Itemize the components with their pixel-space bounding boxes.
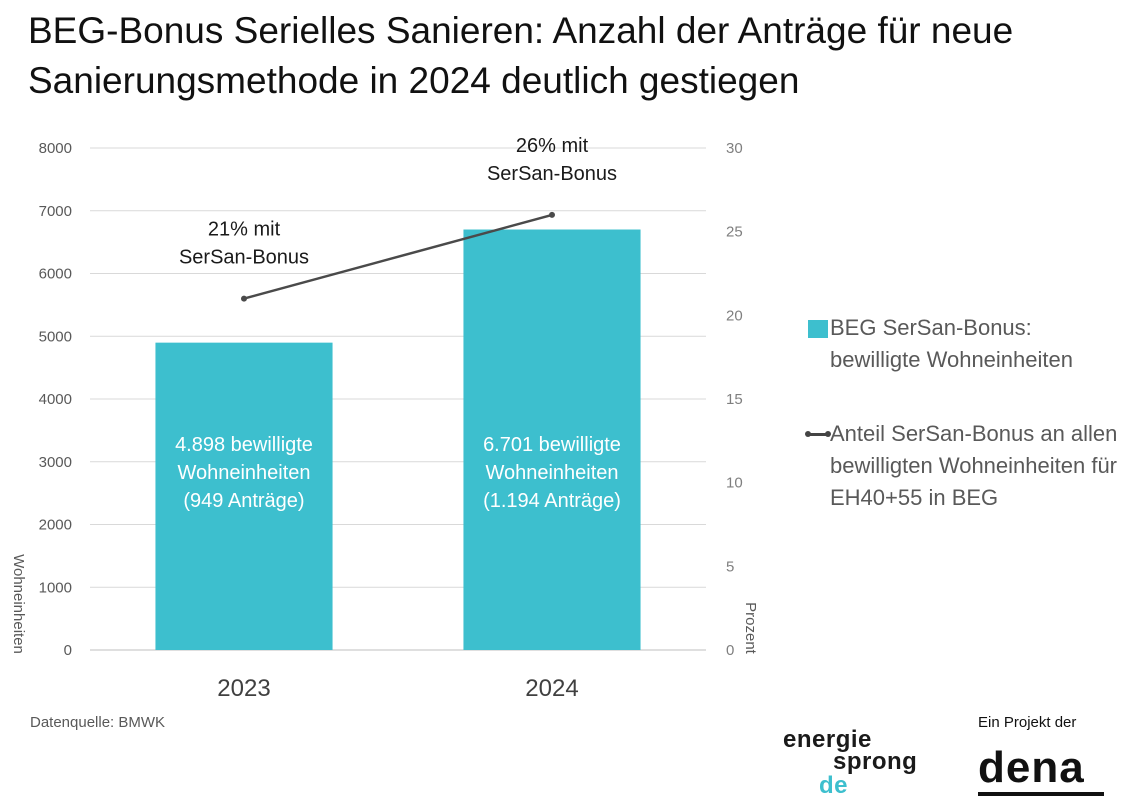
chart-title: BEG-Bonus Serielles Sanieren: Anzahl der…	[28, 10, 1014, 101]
bar-data-labels: 4.898 bewilligte Wohneinheiten (949 Anträg…	[175, 434, 621, 512]
bar-data-label: Wohneinheiten	[177, 462, 310, 484]
y-tick-label: 5000	[39, 328, 72, 345]
y-tick-label: 3000	[39, 454, 72, 471]
y-tick-label: 0	[64, 642, 72, 659]
legend-item-bars: BEG SerSan-Bonus: bewilligte Wohneinheit…	[806, 312, 1126, 376]
share-point-2024	[549, 211, 555, 218]
y2-axis-title: Prozent	[742, 602, 759, 655]
legend-swatch-line	[805, 431, 831, 437]
legend-swatch-bar	[808, 320, 828, 338]
bar-2024	[463, 229, 641, 650]
logo-word-energie: energie	[783, 726, 872, 753]
x-tick-label: 2023	[217, 675, 270, 702]
bar-data-label: 6.701 bewilligte	[483, 434, 621, 456]
line-data-label: 21% mit	[208, 219, 281, 241]
y-tick-label: 8000	[39, 140, 72, 157]
y2-tick-label: 20	[726, 307, 743, 324]
dena-wordmark: dena	[978, 743, 1085, 792]
dena-logo[interactable]: Ein Projekt der dena	[978, 710, 1108, 798]
y-axis-title: Wohneinheiten	[10, 554, 27, 654]
bar-2023	[155, 342, 333, 650]
legend-label-bars: BEG SerSan-Bonus: bewilligte Wohneinheit…	[830, 315, 1073, 372]
line-data-label: SerSan-Bonus	[487, 163, 617, 185]
y2-tick-label: 15	[726, 391, 743, 408]
y-tick-label: 1000	[39, 579, 72, 596]
share-point-2023	[241, 295, 247, 302]
logo-word-sprong: sprong	[833, 748, 918, 775]
y2-tick-label: 0	[726, 642, 734, 659]
y-tick-label: 7000	[39, 203, 72, 220]
y-tick-label: 2000	[39, 517, 72, 534]
x-tick-label: 2024	[525, 675, 578, 702]
left-axis: 0 1000 2000 3000 4000 5000 6000 7000 8000 Wohnein…	[10, 140, 72, 659]
y2-tick-label: 25	[726, 224, 743, 241]
logo-word-de: de	[819, 772, 849, 799]
line-data-labels: 21% mit SerSan-Bonus 26% mit SerSan-Bonus	[179, 135, 617, 269]
y2-tick-label: 5	[726, 558, 734, 575]
dena-underline	[978, 792, 1104, 796]
y-tick-label: 6000	[39, 266, 72, 283]
legend: BEG SerSan-Bonus: bewilligte Wohneinheit…	[805, 312, 1126, 514]
y2-tick-label: 30	[726, 140, 743, 157]
bar-data-label: (949 Anträge)	[183, 490, 304, 512]
bar-data-label: Wohneinheiten	[485, 462, 618, 484]
bar-data-label: (1.194 Anträge)	[483, 490, 621, 512]
bars	[155, 229, 641, 650]
data-source-note: Datenquelle: BMWK	[30, 714, 166, 731]
x-axis: 2023 2024	[217, 675, 578, 702]
legend-item-line: Anteil SerSan-Bonus an allen bewilligten…	[805, 418, 1126, 514]
line-data-label: 26% mit	[516, 135, 589, 157]
y-tick-label: 4000	[39, 391, 72, 408]
bar-data-label: 4.898 bewilligte	[175, 434, 313, 456]
energiesprong-logo[interactable]: energie sprong de	[783, 728, 933, 798]
y2-tick-label: 10	[726, 475, 743, 492]
share-line	[241, 211, 555, 302]
legend-label-line: Anteil SerSan-Bonus an allen bewilligten…	[830, 421, 1118, 510]
line-data-label: SerSan-Bonus	[179, 247, 309, 269]
share-line-path	[243, 213, 553, 300]
right-axis: 0 5 10 15 20 25 30 Prozent	[726, 140, 759, 659]
dena-caption: Ein Projekt der	[978, 714, 1077, 731]
